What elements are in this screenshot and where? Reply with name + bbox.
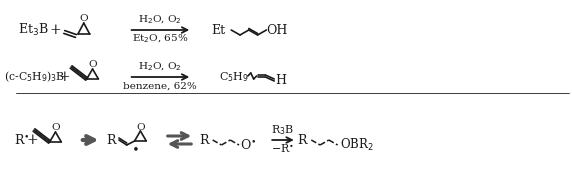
Text: OBR$_2$: OBR$_2$ <box>340 137 374 153</box>
Text: +: + <box>26 133 38 147</box>
Text: +: + <box>50 23 61 37</box>
Text: benzene, 62%: benzene, 62% <box>123 82 197 90</box>
Text: O: O <box>80 14 88 23</box>
Text: Et$_3$B: Et$_3$B <box>18 22 49 38</box>
Text: OH: OH <box>267 23 288 36</box>
Text: O$^{\bullet}$: O$^{\bullet}$ <box>240 138 256 152</box>
Text: O: O <box>136 122 145 132</box>
Text: O: O <box>51 123 60 132</box>
Text: R$^{\bullet}$: R$^{\bullet}$ <box>14 133 29 147</box>
Text: +: + <box>58 70 70 84</box>
Text: O: O <box>88 60 97 69</box>
Text: C$_5$H$_9$: C$_5$H$_9$ <box>219 70 249 84</box>
Text: Et: Et <box>212 23 225 36</box>
Text: $\bullet$: $\bullet$ <box>130 142 138 154</box>
Text: $-$R$^{\bullet}$: $-$R$^{\bullet}$ <box>271 143 295 155</box>
Text: (c-C$_5$H$_9$)$_3$B: (c-C$_5$H$_9$)$_3$B <box>5 70 66 84</box>
Text: H: H <box>275 73 286 87</box>
Text: R: R <box>199 134 209 147</box>
Text: R$_3$B: R$_3$B <box>271 123 295 137</box>
Text: H$_2$O, O$_2$: H$_2$O, O$_2$ <box>138 14 182 26</box>
Text: H$_2$O, O$_2$: H$_2$O, O$_2$ <box>138 61 182 73</box>
Text: R: R <box>106 134 116 147</box>
Text: Et$_2$O, 65%: Et$_2$O, 65% <box>132 33 188 45</box>
Text: R: R <box>298 134 307 147</box>
